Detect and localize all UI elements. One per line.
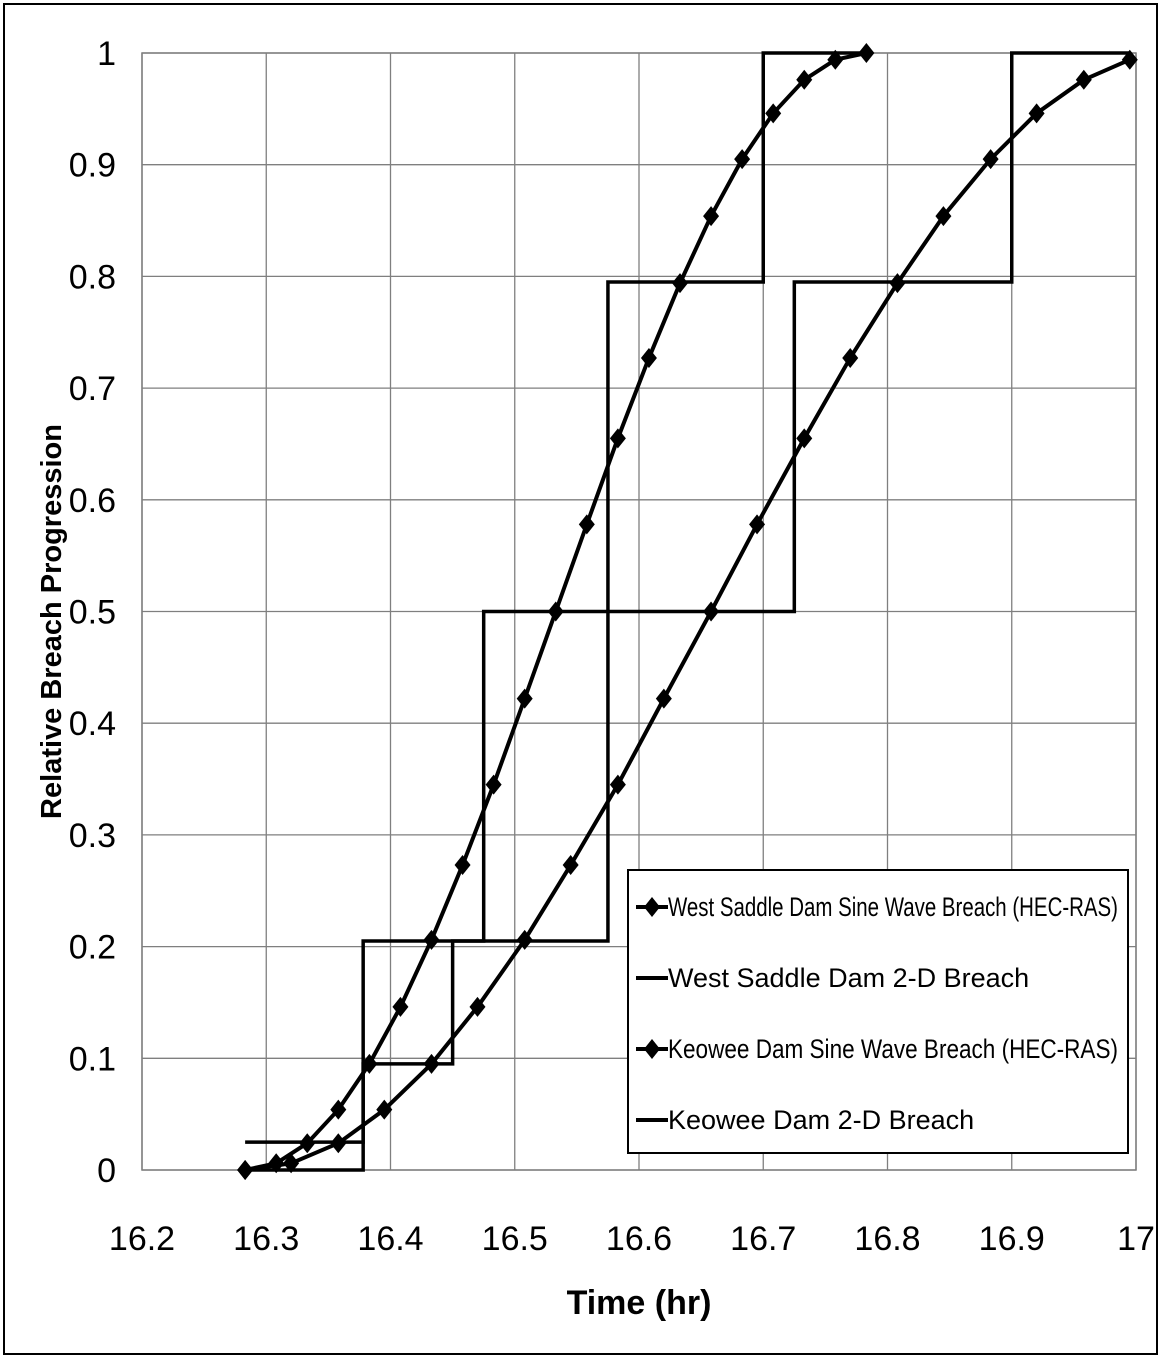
y-tick-label: 0.9	[69, 147, 116, 185]
tick-labels: 16.2 16.3 16.4 16.5 16.6 16.7 16.8 16.9 17 0 0.1 0.…	[69, 35, 1155, 1258]
data-point-marker	[562, 855, 579, 876]
data-point-marker	[423, 1053, 440, 1074]
data-point-marker	[640, 347, 657, 368]
data-point-marker	[935, 206, 952, 227]
data-point-marker	[796, 69, 813, 90]
legend-entry-label: West Saddle Dam Sine Wave Breach (HEC-RA…	[668, 892, 1118, 922]
data-point-marker	[1075, 69, 1092, 90]
data-point-marker	[982, 149, 999, 170]
data-point-marker	[734, 149, 751, 170]
x-tick-label: 16.6	[606, 1220, 672, 1258]
data-point-marker	[765, 103, 782, 124]
step-line	[245, 51, 1130, 1172]
data-point-marker	[376, 1099, 393, 1120]
data-point-marker	[485, 774, 502, 795]
data-point-marker	[392, 996, 409, 1017]
x-tick-label: 16.2	[109, 1220, 175, 1258]
x-tick-label: 17	[1117, 1220, 1155, 1258]
legend-box	[627, 869, 1129, 1154]
y-tick-label: 0.6	[69, 482, 116, 520]
y-tick-label: 0.4	[69, 705, 116, 743]
data-point-marker	[749, 514, 766, 535]
data-point-marker	[516, 929, 533, 950]
y-tick-label: 0.1	[69, 1040, 116, 1078]
data-point-marker	[609, 774, 626, 795]
x-axis-title: Time (hr)	[567, 1284, 712, 1322]
data-point-marker	[655, 688, 672, 709]
y-tick-label: 0.5	[69, 594, 116, 632]
data-point-marker	[330, 1133, 347, 1154]
legend-marker-icon	[644, 897, 660, 917]
data-point-marker	[454, 855, 471, 876]
data-point-marker	[516, 688, 533, 709]
y-tick-label: 0.8	[69, 258, 116, 296]
y-tick-label: 0.2	[69, 929, 116, 967]
series-line	[244, 57, 1131, 1172]
data-point-marker	[1028, 103, 1045, 124]
series-layer	[237, 43, 1138, 1180]
y-axis-title: Relative Breach Progression	[36, 424, 68, 819]
x-tick-label: 16.3	[233, 1220, 299, 1258]
data-point-marker	[796, 428, 813, 449]
data-point-marker	[578, 514, 595, 535]
data-point-marker	[703, 206, 720, 227]
legend: West Saddle Dam Sine Wave Breach (HEC-RA…	[627, 869, 1129, 1154]
y-tick-label: 0.7	[69, 370, 116, 408]
series-3	[237, 49, 1138, 1180]
y-tick-label: 1	[97, 35, 116, 73]
series-4	[245, 51, 1130, 1172]
x-tick-label: 16.5	[482, 1220, 548, 1258]
data-point-marker	[469, 996, 486, 1017]
x-tick-label: 16.9	[979, 1220, 1045, 1258]
plot-area-border	[141, 52, 1137, 1171]
x-tick-label: 16.4	[357, 1220, 423, 1258]
x-tick-label: 16.8	[854, 1220, 920, 1258]
y-tick-label: 0	[97, 1152, 116, 1190]
legend-entry-label: Keowee Dam 2-D Breach	[668, 1105, 974, 1135]
y-tick-label: 0.3	[69, 817, 116, 855]
x-tick-label: 16.7	[730, 1220, 796, 1258]
legend-entry-label: Keowee Dam Sine Wave Breach (HEC-RAS)	[668, 1034, 1118, 1064]
legend-entry-label: West Saddle Dam 2-D Breach	[668, 963, 1029, 993]
legend-marker-icon	[644, 1039, 660, 1059]
data-point-marker	[609, 428, 626, 449]
data-point-marker	[330, 1099, 347, 1120]
data-point-marker	[842, 347, 859, 368]
